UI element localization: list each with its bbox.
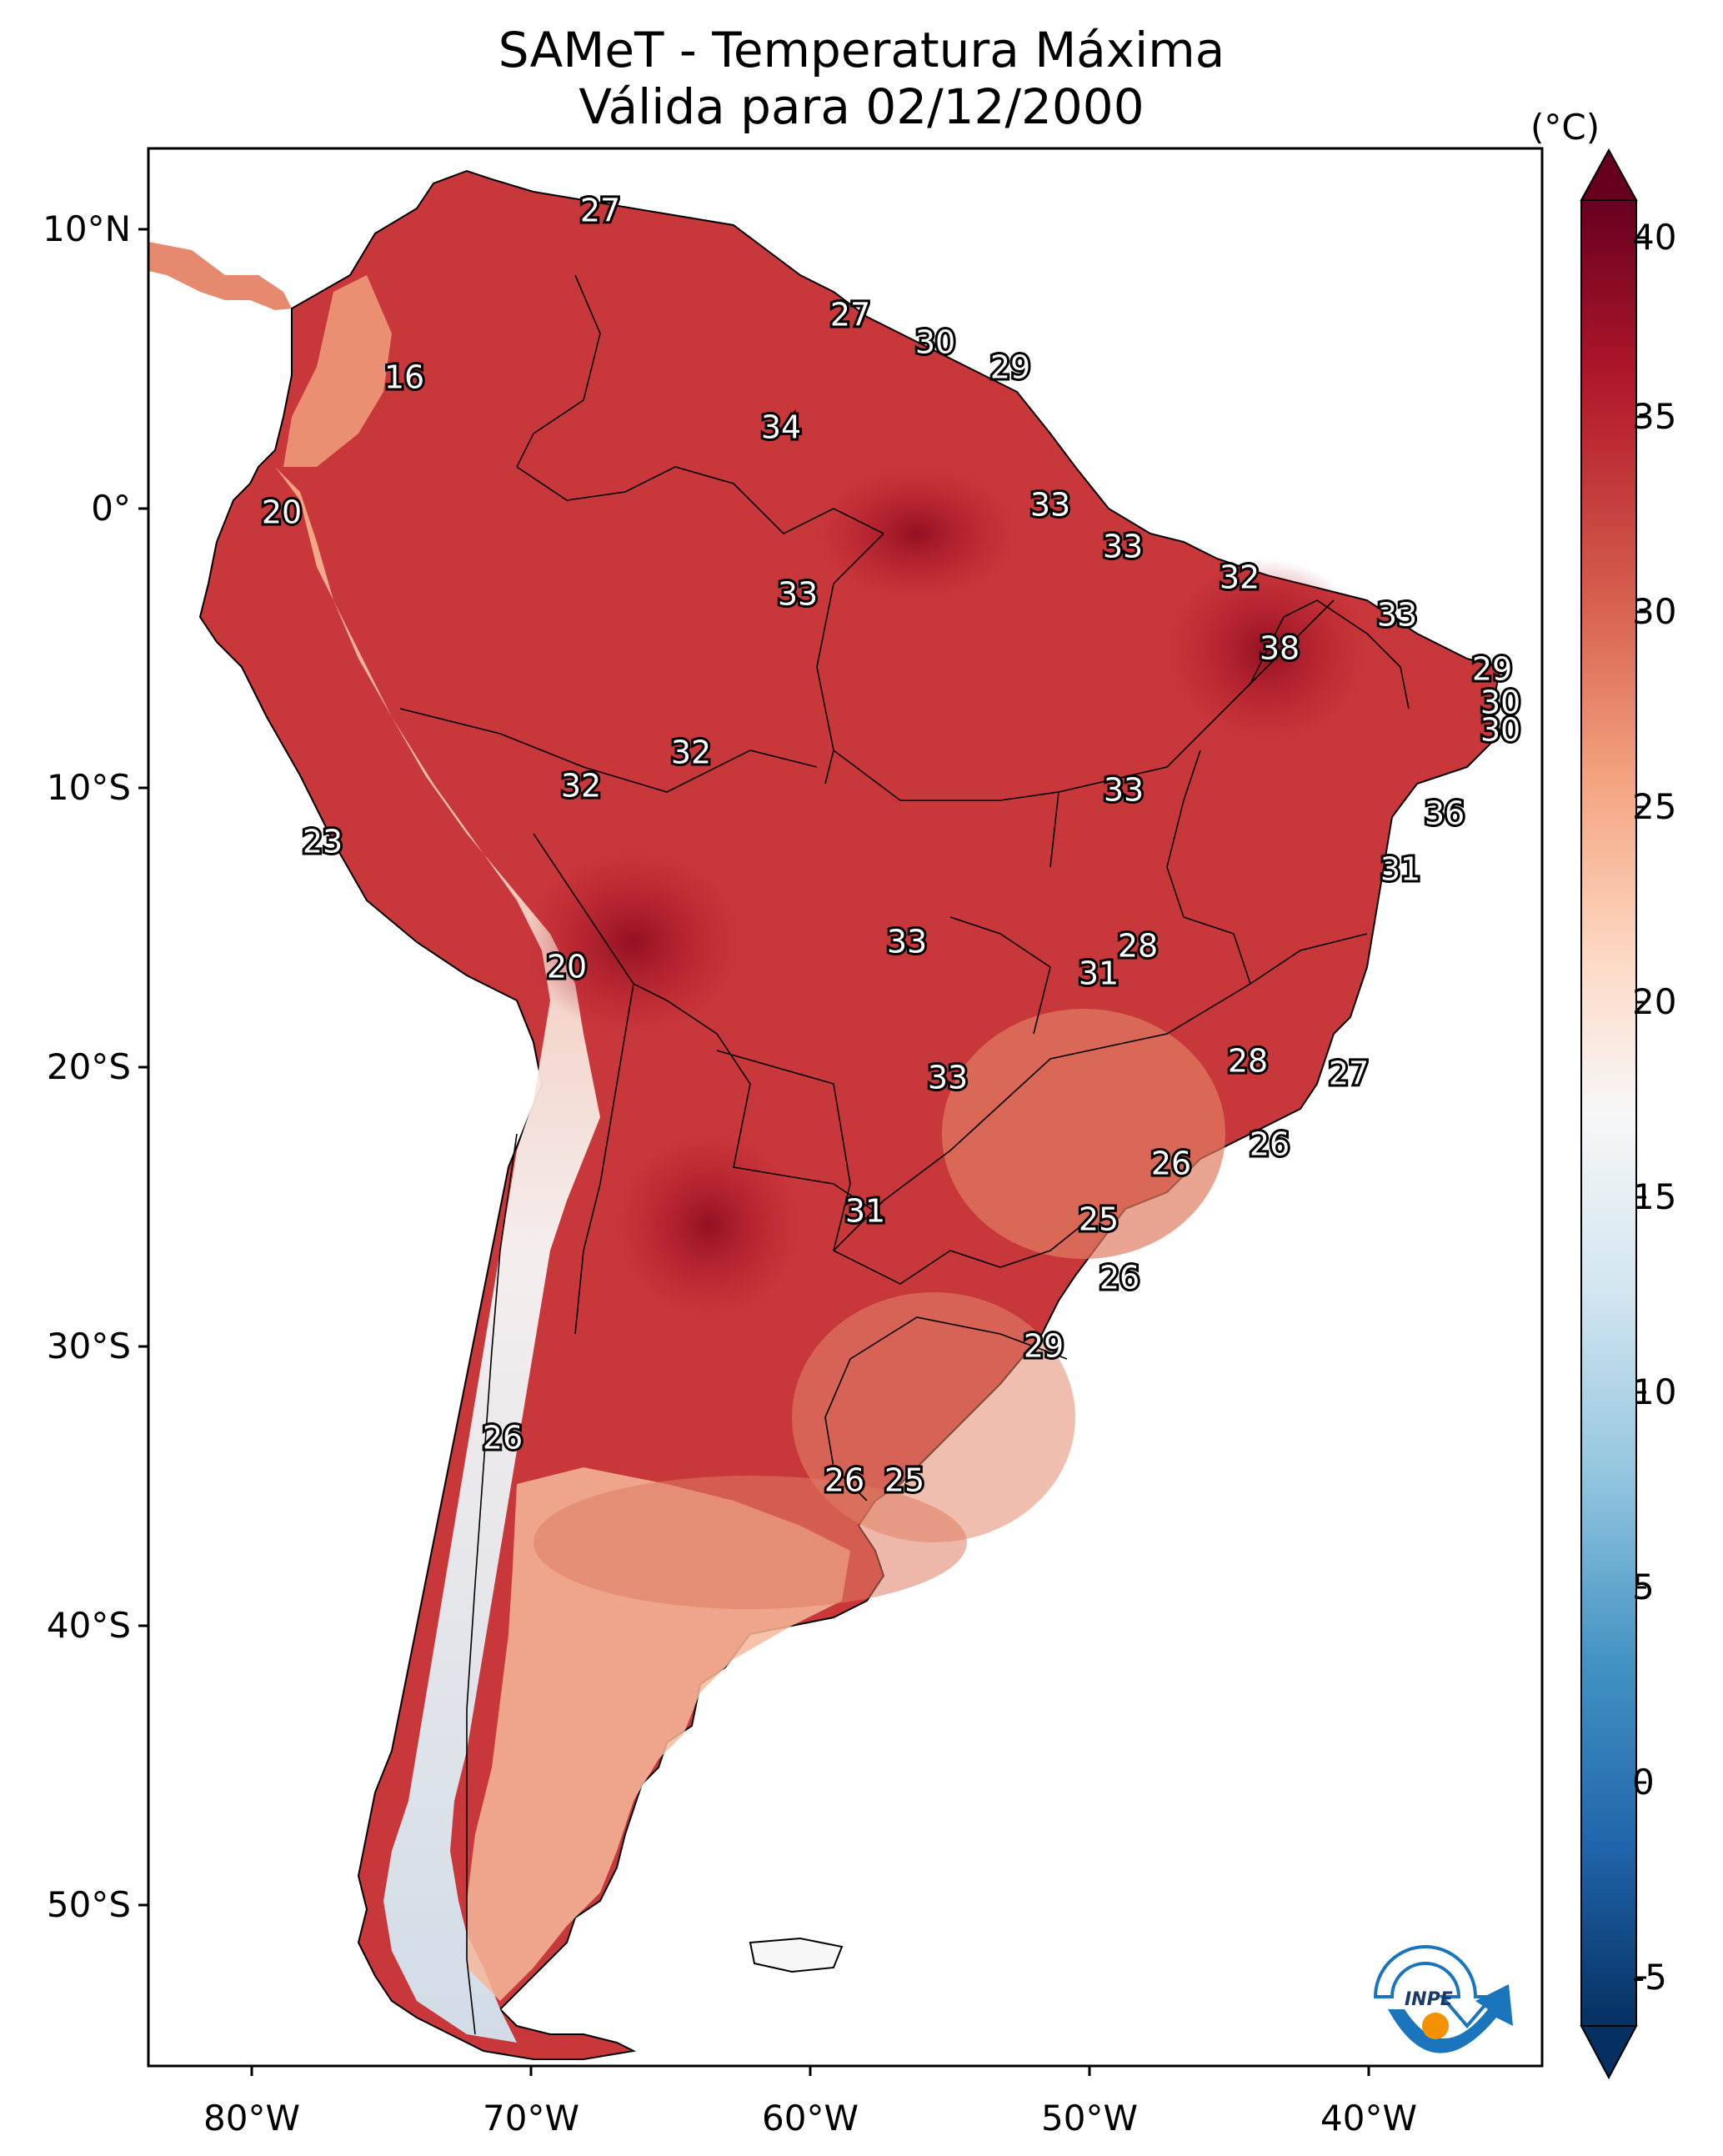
station-value-label: 26 (483, 1420, 523, 1457)
colorbar (1580, 148, 1646, 2080)
station-value-label: 28 (1228, 1043, 1268, 1080)
station-value-label: 34 (761, 409, 801, 446)
colorbar-scale (1580, 199, 1637, 2027)
station-value-label: 28 (1118, 928, 1158, 965)
station-value-label: 23 (303, 824, 343, 860)
lat-label-0: 0° (91, 488, 131, 529)
colorbar-min-arrow (1580, 2025, 1638, 2080)
station-value-label: 36 (1425, 795, 1465, 832)
station-value-label: 26 (824, 1462, 864, 1499)
station-value-label: 32 (671, 735, 711, 771)
logo-sun-icon (1422, 2013, 1449, 2039)
colorbar-ticks (1636, 236, 1646, 1979)
colorbar-label-0: 0 (1632, 1762, 1655, 1803)
station-value-label: 38 (1260, 630, 1300, 667)
station-value-label: 26 (1250, 1126, 1290, 1163)
station-value-label: 27 (580, 193, 620, 229)
southern-brazil-region (792, 1292, 1075, 1542)
colorbar-label-30: 30 (1632, 591, 1677, 632)
station-value-label: 33 (887, 924, 927, 960)
lon-label-50w: 50°W (1041, 2098, 1138, 2138)
colorbar-label-neg5: -5 (1632, 1957, 1667, 1998)
lon-label-70w: 70°W (483, 2098, 579, 2138)
colorbar-label-40: 40 (1632, 217, 1677, 258)
lon-label-60w: 60°W (762, 2098, 859, 2138)
map-frame-border (147, 147, 1544, 2068)
station-value-label: 26 (1099, 1260, 1139, 1296)
logo-text: INPE (1405, 1989, 1453, 2010)
colorbar-label-10: 10 (1632, 1371, 1677, 1412)
station-value-label: 32 (561, 768, 601, 805)
station-value-label: 33 (1104, 772, 1144, 809)
axis-ticks (138, 228, 1370, 2076)
station-value-label: 33 (778, 576, 818, 613)
title-line-1: SAMeT - Temperatura Máxima (498, 22, 1225, 78)
central-america-landmass (148, 242, 292, 310)
station-value-label: 27 (830, 297, 870, 333)
northern-andes-region (283, 275, 392, 467)
station-value-label: 27 (1329, 1055, 1369, 1092)
southeast-brazil-region (942, 1009, 1225, 1259)
station-value-label: 20 (262, 494, 302, 531)
colorbar-label-25: 25 (1632, 786, 1677, 827)
station-value-label: 30 (1480, 712, 1520, 749)
falkland-islands (749, 1937, 844, 1973)
lat-label-20s: 20°S (46, 1046, 131, 1087)
colorbar-max-arrow (1580, 148, 1638, 201)
station-value-label: 33 (928, 1060, 968, 1096)
station-value-label: 30 (1480, 684, 1520, 721)
station-value-label: 29 (1472, 651, 1512, 688)
lat-label-40s: 40°S (46, 1605, 131, 1646)
lat-label-50s: 50°S (46, 1884, 131, 1925)
hot-core-chaco (617, 1134, 800, 1317)
station-value-label: 31 (1380, 851, 1420, 888)
station-value-label: 26 (1151, 1146, 1191, 1182)
colorbar-label-20: 20 (1632, 981, 1677, 1022)
title-line-2: Válida para 02/12/2000 (579, 78, 1144, 135)
station-value-label: 33 (1377, 597, 1417, 634)
station-value-label: 25 (884, 1462, 924, 1499)
station-value-label: 33 (1103, 529, 1143, 565)
country-borders (399, 274, 1410, 2035)
station-value-label: 29 (990, 349, 1030, 386)
station-value-label: 29 (1024, 1328, 1064, 1365)
colorbar-unit: (°C) (1530, 107, 1600, 148)
hot-core-bolivia (525, 850, 742, 1034)
station-value-label: 31 (845, 1193, 885, 1230)
station-value-label: 31 (1079, 955, 1119, 992)
inpe-logo: INPE (1373, 1945, 1513, 2053)
temperature-field (148, 169, 1502, 2060)
andes-cool-region (275, 467, 600, 2043)
colorbar-label-15: 15 (1632, 1176, 1677, 1217)
station-value-label: 20 (547, 949, 587, 985)
lon-label-80w: 80°W (203, 2098, 300, 2138)
station-value-label: 25 (1079, 1201, 1119, 1238)
colorbar-label-35: 35 (1632, 396, 1677, 437)
lat-label-10s: 10°S (46, 767, 131, 808)
colorbar-label-5: 5 (1632, 1567, 1655, 1607)
pampas-region (533, 1476, 967, 1609)
station-value-label: 33 (1030, 487, 1070, 524)
lat-label-30s: 30°S (46, 1326, 131, 1366)
hot-core-amazon (817, 467, 1017, 600)
station-value-label: 32 (1220, 559, 1260, 596)
lon-label-40w: 40°W (1320, 2098, 1417, 2138)
station-value-label: 30 (915, 324, 955, 361)
lat-label-10n: 10°N (43, 208, 131, 249)
station-value-label: 16 (384, 359, 424, 396)
